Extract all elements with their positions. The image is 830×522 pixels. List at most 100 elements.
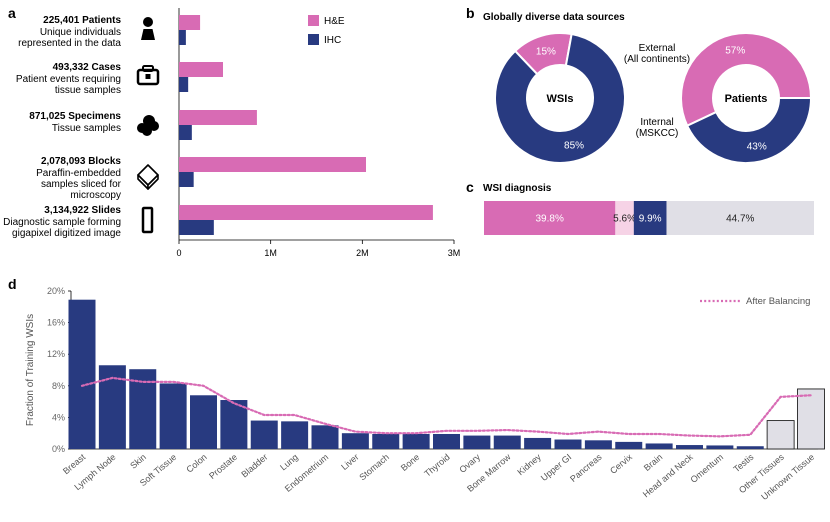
ytick-label-d-1: 4%	[52, 412, 65, 422]
bar-other-tissues	[766, 420, 795, 450]
slice-label-external-wsis: 15%	[536, 47, 556, 58]
xtick-label-ovary: Ovary	[457, 452, 482, 475]
panel-a-chart: 0 1M 2M 3M H&E IHC	[176, 8, 460, 258]
bar-breast	[68, 299, 96, 449]
xtick-label-upper-gi: Upper GI	[539, 452, 573, 483]
stat-cases-title: 493,332 Cases	[53, 62, 122, 73]
bar-bladder	[250, 420, 278, 449]
bar-liver	[341, 433, 369, 449]
bar-stomach	[372, 433, 400, 449]
bar-unknown-tissue	[797, 388, 825, 450]
bar-he-blocks	[179, 157, 366, 172]
xtick-label-unknown-tissue: Unknown Tissue	[759, 452, 816, 502]
slice-label-internal-patients: 43%	[747, 141, 767, 152]
slice-label-external-patients: 57%	[725, 46, 745, 57]
bar-ovary	[463, 435, 491, 449]
panel-b-source-labels: External (All continents) Internal (MSKC…	[624, 43, 690, 139]
bar-brain	[645, 443, 673, 449]
slice-external-patients	[680, 32, 813, 128]
ylabel-d: Fraction of Training WSIs	[25, 314, 36, 426]
panel-b-charts: 15% 85% WSIs 57% 43% Patients	[494, 32, 813, 164]
bar-ihc-cases	[179, 77, 189, 92]
bar-colon	[190, 395, 217, 449]
bar-pancreas	[584, 440, 612, 449]
stat-slides-desc-2: gigapixel digitized image	[12, 228, 121, 239]
ytick-label-d-4: 16%	[47, 318, 65, 328]
bar-head-and-neck	[676, 445, 703, 449]
xtick-label-liver: Liver	[339, 452, 360, 472]
slice-internal-patients	[685, 96, 813, 164]
bar-ihc-specimens	[179, 125, 192, 140]
xtick-label-a-2: 2M	[356, 248, 369, 258]
xtick-label-testis: Testis	[731, 452, 755, 475]
xtick-label-a-0: 0	[176, 248, 181, 258]
xtick-label-breast: Breast	[61, 452, 88, 477]
bar-ihc-blocks	[179, 172, 194, 187]
bar-omentum	[706, 445, 734, 449]
xtick-label-omentum: Omentum	[688, 452, 725, 485]
bar-testis	[736, 446, 764, 449]
ytick-label-d-5: 20%	[47, 286, 65, 296]
bar-endometrium	[311, 425, 339, 449]
stat-cases-desc-2: tissue samples	[55, 85, 121, 96]
stat-patients-desc-2: represented in the data	[18, 38, 121, 49]
panel-b-title: Globally diverse data sources	[483, 12, 625, 23]
panel-d-letter: d	[8, 276, 17, 292]
stat-blocks-title: 2,078,093 Blocks	[41, 156, 121, 167]
bar-ihc-slides	[179, 220, 214, 235]
xtick-label-cervix: Cervix	[608, 452, 634, 476]
block-icon	[137, 164, 159, 190]
stat-specimens-title: 871,025 Specimens	[29, 111, 121, 122]
bar-soft-tissue	[159, 383, 187, 449]
bar-prostate	[220, 400, 248, 449]
xtick-label-colon: Colon	[184, 452, 208, 475]
bar-cervix	[615, 441, 643, 449]
xtick-label-bladder: Bladder	[239, 452, 269, 480]
diagnosis-segment-1	[615, 201, 634, 235]
briefcase-icon	[136, 65, 160, 86]
xtick-label-a-1: 1M	[264, 248, 277, 258]
diagnosis-label-2: 9.9%	[639, 214, 662, 225]
xtick-label-thyroid: Thyroid	[422, 452, 451, 479]
legend-label-he: H&E	[324, 16, 345, 27]
slide-icon	[141, 206, 154, 234]
internal-label-1: Internal	[640, 117, 673, 128]
bar-upper-gi	[554, 439, 582, 449]
panel-d-chart: 0% 4% 8% 12% 16% 20% Fraction of Training WSIs…	[25, 286, 825, 502]
bar-lung	[281, 421, 309, 449]
external-label-1: External	[639, 43, 676, 54]
bar-bone	[402, 433, 430, 449]
stat-blocks-desc-3: microscopy	[70, 190, 121, 201]
stat-cases-desc-1: Patient events requiring	[16, 74, 121, 85]
stat-slides-title: 3,134,922 Slides	[44, 205, 121, 216]
line-after-balancing	[80, 376, 813, 438]
diagnosis-label-3: 44.7%	[726, 214, 754, 225]
internal-label-2: (MSKCC)	[636, 128, 679, 139]
ytick-label-d-3: 12%	[47, 349, 65, 359]
bar-he-specimens	[179, 110, 257, 125]
slice-internal-wsis	[494, 32, 626, 164]
diagnosis-segment-2	[633, 201, 667, 235]
xtick-label-a-3: 3M	[448, 248, 461, 258]
xtick-label-kidney: Kidney	[515, 452, 543, 478]
stat-patients-title: 225,401 Patients	[43, 15, 121, 26]
bar-bone-marrow	[493, 435, 521, 449]
xtick-label-brain: Brain	[642, 452, 665, 473]
bar-thyroid	[433, 433, 460, 449]
ytick-label-d-2: 8%	[52, 381, 65, 391]
bar-kidney	[524, 437, 552, 449]
external-label-2: (All continents)	[624, 54, 690, 65]
diagnosis-segment-3	[666, 201, 814, 235]
legend-label-ihc: IHC	[324, 35, 341, 46]
xtick-label-lung: Lung	[278, 452, 300, 473]
stat-blocks-desc-1: Paraffin-embedded	[36, 168, 121, 179]
diagnosis-label-0: 39.8%	[535, 214, 563, 225]
legend-swatch-ihc	[308, 34, 319, 45]
xtick-label-pancreas: Pancreas	[568, 452, 604, 484]
panel-c-title: WSI diagnosis	[483, 183, 552, 194]
panel-a-letter: a	[8, 5, 16, 21]
xtick-label-skin: Skin	[128, 452, 148, 471]
xtick-label-stomach: Stomach	[357, 452, 391, 482]
ytick-label-d-0: 0%	[52, 444, 65, 454]
